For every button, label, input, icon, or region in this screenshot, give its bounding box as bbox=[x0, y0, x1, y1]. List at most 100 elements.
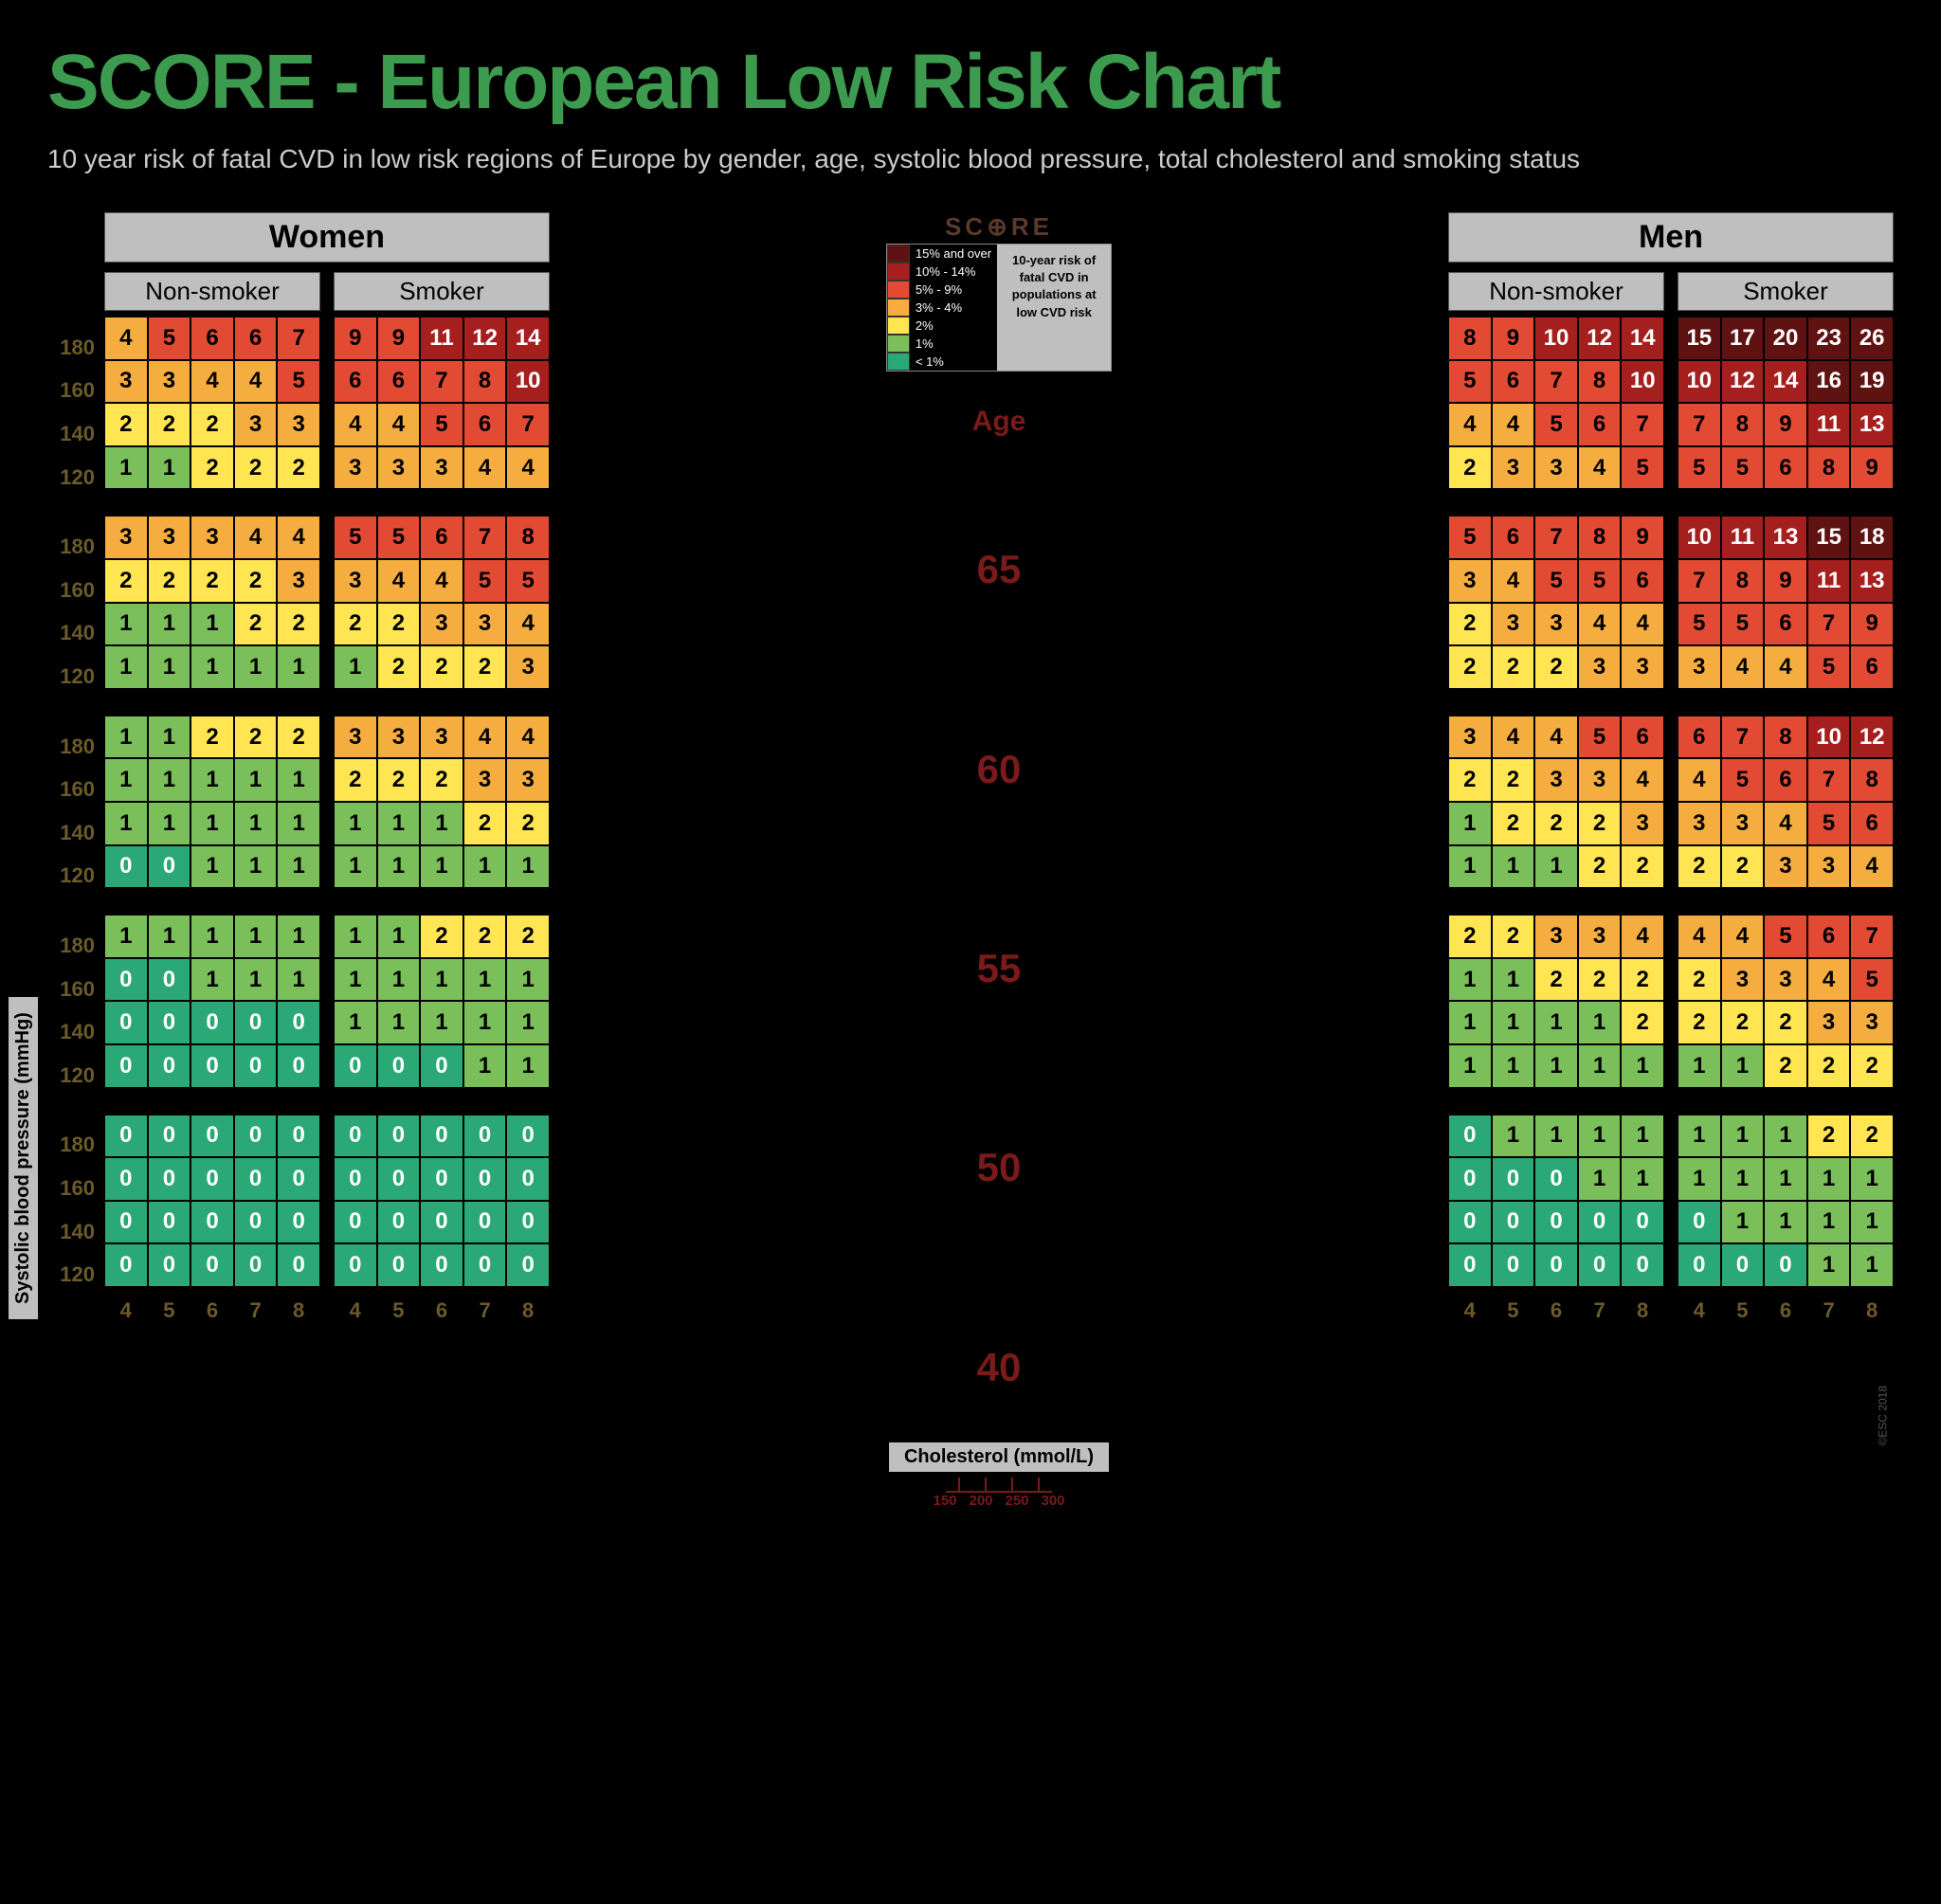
chol-label: 5 bbox=[377, 1298, 421, 1323]
chol-label: 7 bbox=[463, 1298, 507, 1323]
risk-grid: 101113151878911135567934456 bbox=[1678, 516, 1894, 688]
risk-grid: 22334112221111211111 bbox=[1448, 915, 1664, 1087]
legend-row: 2% bbox=[887, 317, 997, 335]
risk-cell: 5 bbox=[334, 516, 377, 559]
risk-cell: 4 bbox=[506, 716, 550, 759]
risk-grid: 891012145678104456723345 bbox=[1448, 317, 1664, 489]
risk-cell: 8 bbox=[1807, 446, 1851, 490]
risk-cell: 3 bbox=[377, 446, 421, 490]
risk-cell: 4 bbox=[1448, 403, 1492, 446]
risk-cell: 1 bbox=[234, 645, 278, 689]
risk-cell: 1 bbox=[506, 958, 550, 1002]
age-row-40: 0000000000000000000000000000000000000000 bbox=[104, 1115, 550, 1287]
risk-cell: 1 bbox=[148, 915, 191, 958]
risk-cell: 1 bbox=[148, 758, 191, 802]
risk-cell: 2 bbox=[234, 446, 278, 490]
risk-cell: 3 bbox=[1850, 1001, 1894, 1044]
risk-cell: 2 bbox=[377, 758, 421, 802]
risk-cell: 0 bbox=[377, 1115, 421, 1158]
risk-cell: 14 bbox=[1764, 360, 1807, 404]
risk-cell: 0 bbox=[104, 1157, 148, 1201]
risk-cell: 8 bbox=[1764, 716, 1807, 759]
risk-cell: 2 bbox=[234, 559, 278, 603]
age-label-60: 60 bbox=[977, 682, 1022, 855]
risk-cell: 0 bbox=[420, 1157, 463, 1201]
risk-grid: 33344222231112211111 bbox=[104, 516, 320, 688]
risk-cell: 1 bbox=[377, 958, 421, 1002]
chol-label: 6 bbox=[1764, 1298, 1807, 1323]
risk-cell: 4 bbox=[234, 360, 278, 404]
risk-cell: 7 bbox=[1534, 360, 1578, 404]
risk-cell: 7 bbox=[1621, 403, 1664, 446]
risk-cell: 4 bbox=[463, 446, 507, 490]
risk-cell: 1 bbox=[234, 958, 278, 1002]
risk-cell: 3 bbox=[234, 403, 278, 446]
bp-label: 140 bbox=[47, 422, 95, 446]
risk-cell: 2 bbox=[277, 603, 320, 646]
risk-cell: 2 bbox=[420, 915, 463, 958]
risk-cell: 5 bbox=[1448, 516, 1492, 559]
risk-cell: 2 bbox=[277, 446, 320, 490]
risk-cell: 3 bbox=[1621, 645, 1664, 689]
risk-cell: 0 bbox=[148, 845, 191, 889]
risk-cell: 1 bbox=[148, 645, 191, 689]
risk-cell: 5 bbox=[1764, 915, 1807, 958]
risk-cell: 0 bbox=[1621, 1201, 1664, 1244]
risk-cell: 3 bbox=[1721, 802, 1765, 845]
risk-cell: 1 bbox=[463, 845, 507, 889]
risk-cell: 2 bbox=[1621, 958, 1664, 1002]
risk-cell: 5 bbox=[1850, 958, 1894, 1002]
risk-cell: 1 bbox=[1850, 1243, 1894, 1287]
risk-cell: 4 bbox=[1764, 802, 1807, 845]
risk-cell: 2 bbox=[1492, 645, 1535, 689]
risk-cell: 1 bbox=[1721, 1115, 1765, 1158]
risk-cell: 0 bbox=[277, 1001, 320, 1044]
risk-cell: 1 bbox=[1721, 1044, 1765, 1088]
bp-label: 140 bbox=[47, 821, 95, 845]
chol-label: 4 bbox=[1678, 1298, 1721, 1323]
risk-cell: 0 bbox=[334, 1201, 377, 1244]
bp-label: 120 bbox=[47, 863, 95, 888]
risk-cell: 3 bbox=[277, 559, 320, 603]
risk-cell: 1 bbox=[234, 915, 278, 958]
risk-grid: 55678344552233412223 bbox=[334, 516, 550, 688]
risk-cell: 1 bbox=[1534, 845, 1578, 889]
risk-cell: 2 bbox=[1448, 645, 1492, 689]
risk-cell: 14 bbox=[1621, 317, 1664, 360]
risk-cell: 2 bbox=[1721, 1001, 1765, 1044]
risk-cell: 0 bbox=[1534, 1201, 1578, 1244]
bp-label: 180 bbox=[47, 535, 95, 559]
risk-cell: 2 bbox=[1621, 845, 1664, 889]
risk-cell: 4 bbox=[1492, 716, 1535, 759]
risk-grid: 991112146678104456733344 bbox=[334, 317, 550, 489]
risk-cell: 10 bbox=[1621, 360, 1664, 404]
risk-cell: 2 bbox=[1678, 845, 1721, 889]
legend-label: 10% - 14% bbox=[910, 264, 982, 279]
age-label-50: 50 bbox=[977, 1081, 1022, 1254]
risk-cell: 10 bbox=[506, 360, 550, 404]
risk-cell: 0 bbox=[104, 1044, 148, 1088]
risk-cell: 13 bbox=[1850, 559, 1894, 603]
bp-row-labels: 180160140120 bbox=[47, 1124, 95, 1297]
risk-cell: 0 bbox=[234, 1243, 278, 1287]
risk-cell: 0 bbox=[148, 1001, 191, 1044]
risk-cell: 0 bbox=[506, 1157, 550, 1201]
legend-label: < 1% bbox=[910, 354, 950, 369]
risk-cell: 4 bbox=[1621, 758, 1664, 802]
chol-labels-men-ns: 45678 bbox=[1448, 1298, 1664, 1323]
risk-cell: 0 bbox=[104, 1001, 148, 1044]
risk-cell: 2 bbox=[506, 802, 550, 845]
risk-cell: 0 bbox=[1764, 1243, 1807, 1287]
risk-cell: 1 bbox=[234, 802, 278, 845]
risk-cell: 8 bbox=[463, 360, 507, 404]
bp-label: 120 bbox=[47, 1262, 95, 1287]
bp-labels-women: 1801601401201801601401201801601401201801… bbox=[47, 326, 95, 1323]
risk-cell: 6 bbox=[1621, 559, 1664, 603]
risk-cell: 0 bbox=[234, 1201, 278, 1244]
bp-label: 180 bbox=[47, 934, 95, 958]
risk-cell: 3 bbox=[420, 603, 463, 646]
risk-cell: 12 bbox=[1578, 317, 1622, 360]
bp-label: 140 bbox=[47, 621, 95, 645]
risk-cell: 1 bbox=[1448, 802, 1492, 845]
risk-cell: 0 bbox=[334, 1243, 377, 1287]
